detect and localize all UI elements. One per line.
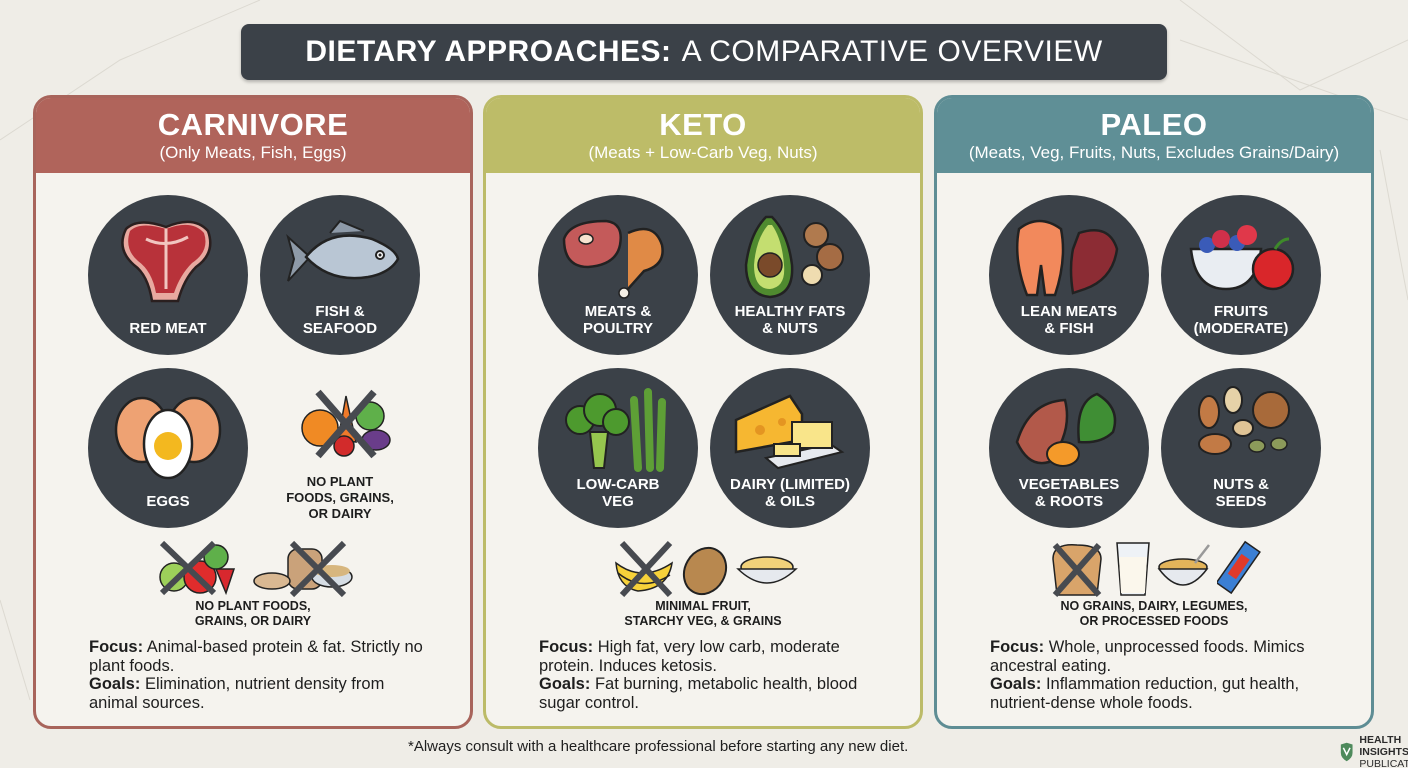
crossed-produce-icon bbox=[159, 540, 236, 596]
food-item-fruits: FRUITS (MODERATE) bbox=[1161, 195, 1321, 355]
keto-header: KETO (Meats + Low-Carb Veg, Nuts) bbox=[486, 98, 920, 173]
carnivore-header: CARNIVORE (Only Meats, Fish, Eggs) bbox=[36, 98, 470, 173]
focus-label: Focus: bbox=[89, 638, 144, 656]
crossed-bread-grains-icon bbox=[253, 540, 353, 597]
salmon-steak-icon bbox=[1015, 219, 1119, 297]
keto-card: KETO (Meats + Low-Carb Veg, Nuts) MEATS … bbox=[483, 95, 923, 729]
potato-icon bbox=[682, 546, 728, 596]
food-item-label: DAIRY (LIMITED) & OILS bbox=[730, 476, 850, 510]
brand-subtitle: PUBLICATIONS bbox=[1359, 758, 1408, 768]
diet-title: PALEO bbox=[1100, 107, 1208, 142]
diet-description: Focus: Whole, unprocessed foods. Mimics … bbox=[937, 638, 1371, 712]
cheese-butter-icon bbox=[734, 394, 845, 470]
food-item-label: LEAN MEATS & FISH bbox=[1020, 303, 1118, 337]
broccoli-asparagus-icon bbox=[565, 388, 666, 472]
brand-logo: HEALTH INSIGHTS PUBLICATIONS bbox=[1340, 734, 1408, 768]
diet-description: Focus: Animal-based protein & fat. Stric… bbox=[36, 638, 470, 712]
food-item-nuts-seeds: NUTS & SEEDS bbox=[1161, 368, 1321, 528]
food-item-eggs: EGGS bbox=[88, 368, 248, 528]
disclaimer: *Always consult with a healthcare profes… bbox=[408, 738, 909, 755]
food-item-label: LOW-CARB VEG bbox=[576, 476, 660, 510]
goals-label: Goals: bbox=[89, 675, 141, 693]
shield-logo-icon bbox=[1340, 742, 1353, 762]
goals-text: Fat burning, metabolic health, blood sug… bbox=[539, 675, 858, 712]
food-item-label: HEALTHY FATS & NUTS bbox=[734, 303, 846, 337]
nuts-seeds-icon bbox=[1198, 386, 1290, 455]
sweet-potato-greens-icon bbox=[1015, 392, 1117, 467]
diet-subtitle: (Meats + Low-Carb Veg, Nuts) bbox=[588, 143, 818, 162]
goals-text: Inflammation reduction, gut health, nutr… bbox=[990, 675, 1300, 712]
food-item-vegetables-roots: VEGETABLES & ROOTS bbox=[989, 368, 1149, 528]
paleo-header: PALEO (Meats, Veg, Fruits, Nuts, Exclude… bbox=[937, 98, 1371, 173]
snack-bar-icon bbox=[1217, 540, 1261, 595]
food-item-label: MEATS & POULTRY bbox=[583, 303, 653, 337]
fish-icon bbox=[286, 219, 400, 282]
food-item-low-carb-veg: LOW-CARB VEG bbox=[538, 368, 698, 528]
meat-poultry-icon bbox=[562, 219, 664, 299]
crossed-banana-icon bbox=[615, 540, 674, 597]
pasta-bowl-icon bbox=[736, 556, 798, 584]
food-item-label: NUTS & SEEDS bbox=[1213, 476, 1269, 510]
eggs-icon bbox=[114, 396, 222, 480]
brand-name: HEALTH INSIGHTS bbox=[1359, 734, 1408, 758]
steak-icon bbox=[121, 220, 212, 303]
food-item-lean-meats: LEAN MEATS & FISH bbox=[989, 195, 1149, 355]
goals-label: Goals: bbox=[990, 675, 1042, 693]
focus-text: Whole, unprocessed foods. Mimics ancestr… bbox=[990, 638, 1305, 675]
food-item-label: VEGETABLES & ROOTS bbox=[1018, 476, 1120, 510]
food-item-dairy-oils: DAIRY (LIMITED) & OILS bbox=[710, 368, 870, 528]
goals-label: Goals: bbox=[539, 675, 591, 693]
focus-text: High fat, very low carb, moderate protei… bbox=[539, 638, 840, 675]
focus-text: Animal-based protein & fat. Strictly no … bbox=[89, 638, 423, 675]
avocado-nuts-icon bbox=[744, 215, 844, 299]
diet-subtitle: (Only Meats, Fish, Eggs) bbox=[159, 143, 347, 162]
diet-title: KETO bbox=[659, 107, 747, 142]
food-item-meats-poultry: MEATS & POULTRY bbox=[538, 195, 698, 355]
food-item-fish: FISH & SEAFOOD bbox=[260, 195, 420, 355]
excluded-foods: NO GRAINS, DAIRY, LEGUMES, OR PROCESSED … bbox=[937, 533, 1371, 638]
food-item-label: NO PLANT FOODS, GRAINS, OR DAIRY bbox=[286, 474, 394, 521]
food-item-red-meat: RED MEAT bbox=[88, 195, 248, 355]
food-item-label: FISH & SEAFOOD bbox=[302, 303, 378, 337]
exclude-label: NO GRAINS, DAIRY, LEGUMES, OR PROCESSED … bbox=[1060, 599, 1248, 628]
paleo-card: PALEO (Meats, Veg, Fruits, Nuts, Exclude… bbox=[934, 95, 1374, 729]
page-title: DIETARY APPROACHES: A COMPARATIVE OVERVI… bbox=[241, 24, 1167, 80]
crossed-bread-icon bbox=[1052, 543, 1102, 597]
exclude-label: NO PLANT FOODS, GRAINS, OR DAIRY bbox=[194, 599, 312, 628]
diet-subtitle: (Meats, Veg, Fruits, Nuts, Excludes Grai… bbox=[968, 143, 1340, 162]
food-item-healthy-fats: HEALTHY FATS & NUTS bbox=[710, 195, 870, 355]
title-light: A COMPARATIVE OVERVIEW bbox=[681, 35, 1103, 68]
focus-label: Focus: bbox=[539, 638, 594, 656]
title-bold: DIETARY APPROACHES: bbox=[305, 35, 672, 68]
excluded-foods: NO PLANT FOODS, GRAINS, OR DAIRY bbox=[36, 533, 470, 638]
cereal-bowl-icon bbox=[1157, 544, 1210, 586]
food-item-label: EGGS bbox=[146, 493, 190, 510]
food-item-no-plants: NO PLANT FOODS, GRAINS, OR DAIRY bbox=[260, 368, 420, 528]
food-item-label: RED MEAT bbox=[129, 320, 207, 337]
carnivore-card: CARNIVORE (Only Meats, Fish, Eggs) RED M… bbox=[33, 95, 473, 729]
crossed-vegetables-icon bbox=[301, 389, 391, 459]
berries-apple-icon bbox=[1189, 225, 1295, 291]
food-item-label: FRUITS (MODERATE) bbox=[1193, 303, 1289, 337]
diet-title: CARNIVORE bbox=[157, 107, 349, 142]
focus-label: Focus: bbox=[990, 638, 1045, 656]
milk-glass-icon bbox=[1116, 542, 1150, 596]
goals-text: Elimination, nutrient density from anima… bbox=[89, 675, 385, 712]
diet-description: Focus: High fat, very low carb, moderate… bbox=[486, 638, 920, 712]
excluded-foods: MINIMAL FRUIT, STARCHY VEG, & GRAINS bbox=[486, 533, 920, 638]
exclude-label: MINIMAL FRUIT, STARCHY VEG, & GRAINS bbox=[624, 599, 782, 628]
